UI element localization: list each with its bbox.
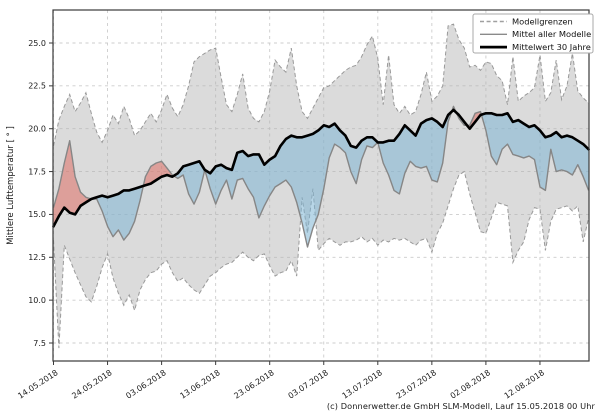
legend-label: Modellgrenzen [512, 16, 573, 26]
model-upper-bound-line [53, 23, 589, 147]
below-normal-fill [91, 111, 589, 247]
copyright-caption: (c) Donnerwetter.de GmbH SLM-Modell, Lau… [326, 401, 595, 411]
axis-ticks [49, 42, 541, 365]
svg-text:20.0: 20.0 [28, 125, 46, 134]
legend-label: Mittelwert 30 Jahre [512, 42, 591, 52]
legend-label: Mittel aller Modelle [512, 29, 591, 39]
model-mean-line [52, 105, 590, 248]
svg-text:7.5: 7.5 [33, 339, 46, 348]
svg-text:22.5: 22.5 [28, 82, 46, 91]
y-tick-labels: 7.5 10.0 12.5 15.0 17.5 20.0 22.5 25.0 [28, 39, 46, 348]
y-axis-title: Mittlere Lufttemperatur [ ° ] [6, 126, 16, 245]
climate-mean-line [52, 108, 590, 228]
model-lower-bound-line [53, 170, 590, 349]
svg-text:10.0: 10.0 [28, 296, 46, 305]
svg-text:17.5: 17.5 [28, 167, 46, 176]
svg-text:25.0: 25.0 [28, 39, 46, 48]
legend: Modellgrenzen Mittel aller Modelle Mittelw… [472, 13, 594, 54]
svg-text:15.0: 15.0 [28, 210, 46, 219]
svg-text:12.5: 12.5 [28, 253, 46, 262]
plot-frame [52, 9, 590, 362]
